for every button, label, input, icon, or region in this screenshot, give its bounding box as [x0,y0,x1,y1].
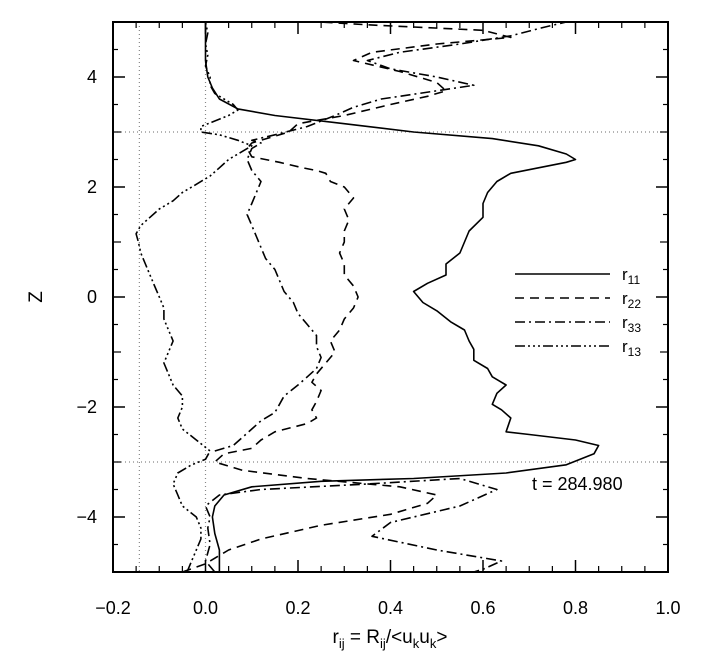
y-tick-label: 4 [87,67,97,87]
series-line-r33-upper [214,21,567,452]
legend: r11 r22 r33 r13 [515,265,641,359]
legend-label-11: r11 [622,265,640,287]
x-tick-label: 0.0 [193,598,218,618]
x-tick-label: 0.2 [285,598,310,618]
y-tick-label: −4 [76,507,97,527]
legend-label-13: r13 [622,337,641,359]
x-tick-label: −0.2 [95,598,131,618]
y-axis-ticks: −4 −2 0 2 4 [76,21,668,573]
x-tick-label: 0.6 [470,598,495,618]
y-tick-label: 0 [87,287,97,307]
x-tick-label: 0.4 [378,598,403,618]
y-axis-label: Z [26,291,47,303]
series-group [135,21,600,573]
legend-label-33: r33 [622,313,641,335]
series-line-r33 [204,477,503,573]
series-line-r22 [182,21,512,573]
x-tick-label: 0.8 [563,598,588,618]
x-tick-label: 1.0 [655,598,680,618]
series-line-r11 [204,22,600,572]
series-line-r13 [135,21,253,573]
y-tick-label: 2 [87,177,97,197]
y-tick-label: −2 [76,397,97,417]
time-annotation: t = 284.980 [532,474,623,494]
legend-label-22: r22 [622,289,641,311]
x-axis-label: rij = Rij/<ukuk> [333,627,448,651]
x-axis-ticks: −0.2 0.0 0.2 0.4 0.6 0.8 1.0 [95,22,681,618]
